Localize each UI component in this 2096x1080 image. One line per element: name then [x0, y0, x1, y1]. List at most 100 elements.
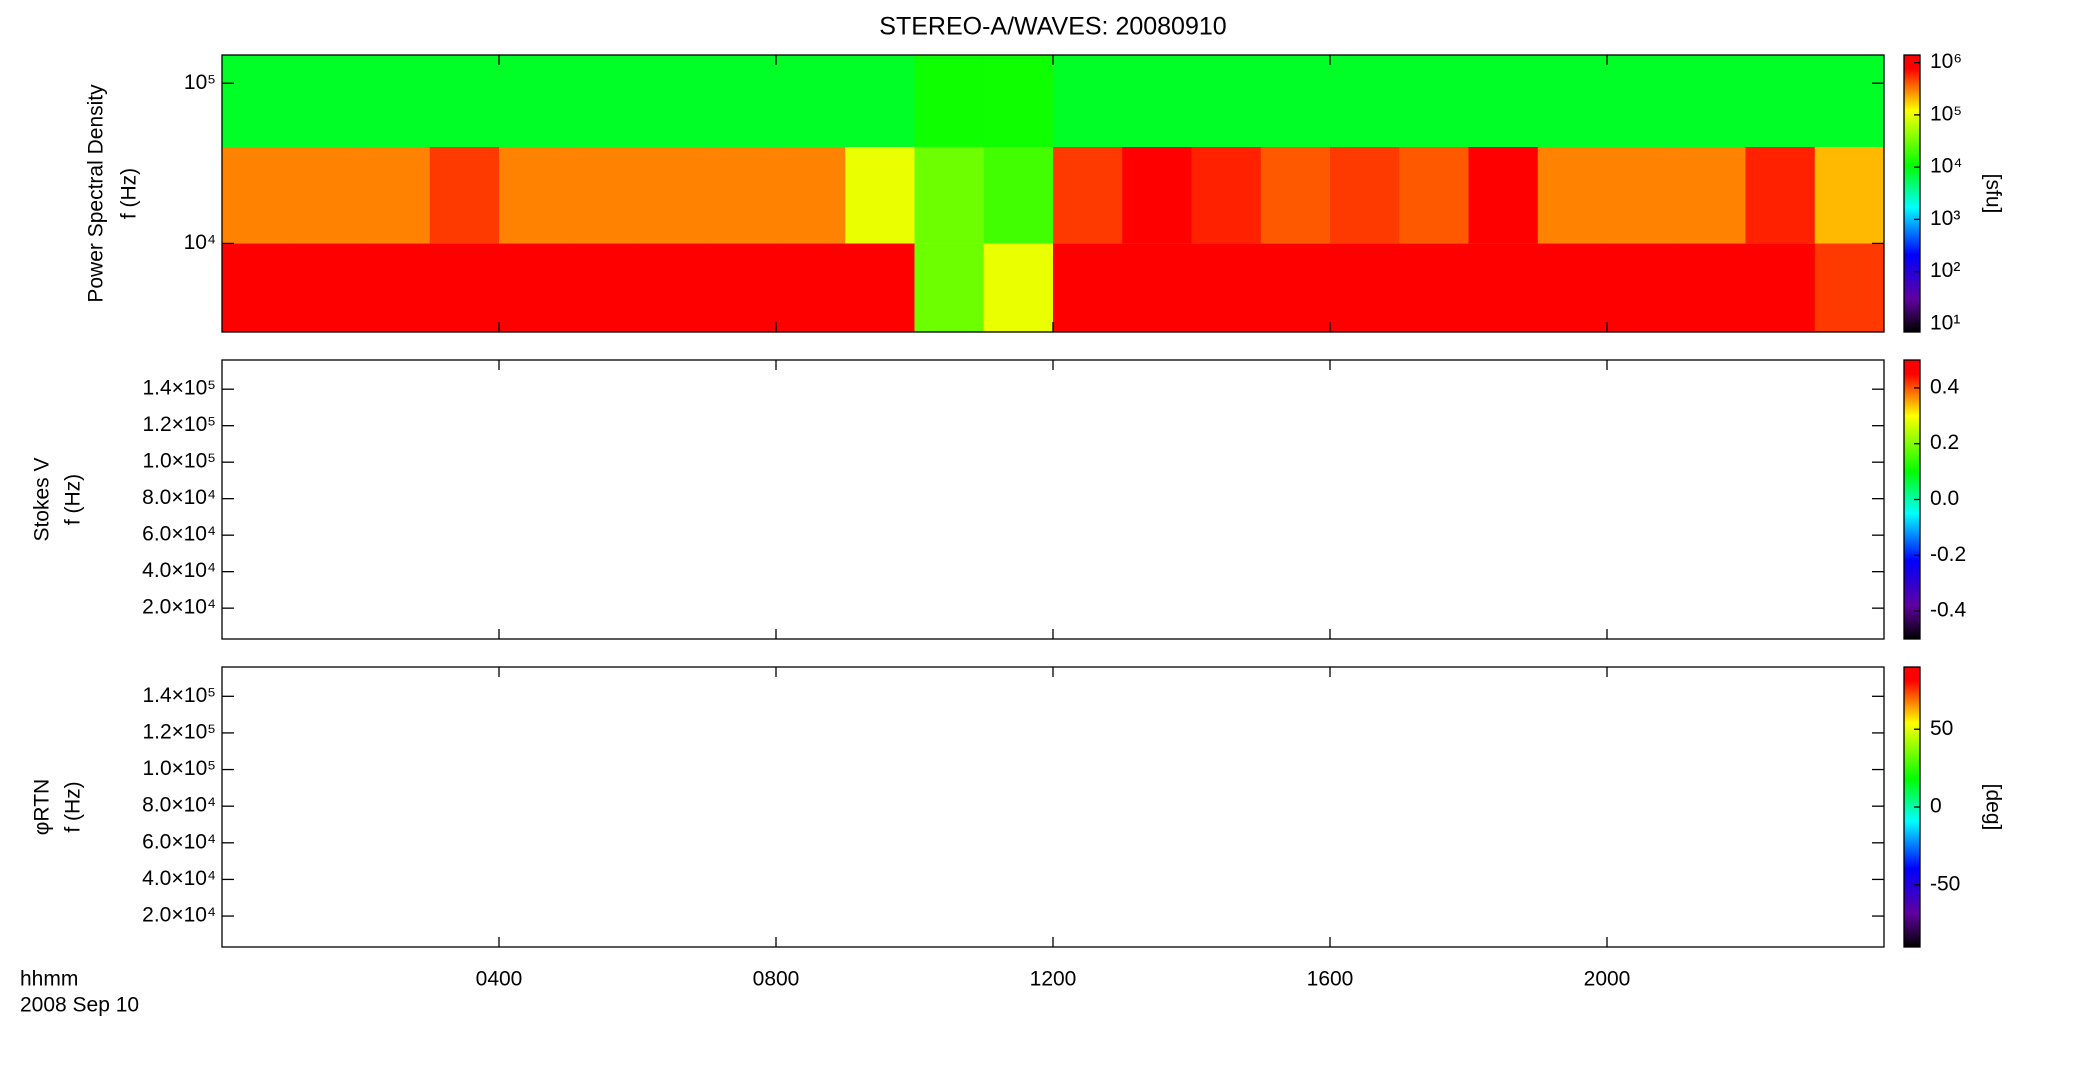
- heatmap-cell: [429, 55, 500, 147]
- heatmap-cell: [1399, 55, 1469, 147]
- heatmap-cell: [1468, 146, 1539, 244]
- colorbar-tick-label: 10³: [1930, 207, 1960, 230]
- heatmap-cell: [291, 146, 361, 244]
- chart-title: STEREO-A/WAVES: 20080910: [879, 13, 1226, 41]
- colorbar-tick-label: 10⁴: [1930, 155, 1962, 178]
- heatmap-cell: [1537, 146, 1608, 244]
- heatmap-cell: [637, 55, 708, 147]
- heatmap-cell: [291, 55, 361, 147]
- heatmap-cell: [1399, 243, 1469, 332]
- heatmap-cell: [222, 55, 292, 147]
- heatmap-cell: [1745, 55, 1816, 147]
- colorbar-tick-label: -50: [1930, 872, 1960, 895]
- heatmap-cell: [983, 146, 1054, 244]
- heatmap-cell: [499, 55, 569, 147]
- heatmap-cell: [1676, 243, 1746, 332]
- heatmap-cell: [1260, 146, 1331, 244]
- heatmap-cell: [360, 243, 431, 332]
- x-tick-label: 0400: [476, 968, 523, 991]
- y-axis-label: f (Hz): [118, 168, 141, 219]
- y-tick-label: 2.0×10⁴: [142, 904, 216, 927]
- heatmap-cell: [1399, 146, 1469, 244]
- date-label: 2008 Sep 10: [20, 994, 139, 1017]
- heatmap-cell: [1053, 243, 1123, 332]
- heatmap-cell: [499, 146, 569, 244]
- heatmap-cell: [1607, 243, 1677, 332]
- y-tick-label: 10⁵: [184, 71, 216, 94]
- heatmap-cell: [983, 243, 1054, 332]
- y-tick-label: 1.4×10⁵: [142, 377, 216, 400]
- y-tick-label: 1.0×10⁵: [142, 450, 216, 473]
- heatmap-cell: [1122, 55, 1192, 147]
- heatmap-cell: [637, 146, 708, 244]
- x-tick-label: 1600: [1307, 968, 1354, 991]
- colorbar-tick-label: 0.0: [1930, 487, 1959, 510]
- colorbar-tick-label: 10⁶: [1930, 50, 1962, 73]
- heatmap-cell: [1122, 146, 1192, 244]
- heatmap-cell: [637, 243, 708, 332]
- heatmap-cell: [706, 55, 777, 147]
- heatmap-cell: [1330, 146, 1400, 244]
- heatmap-cell: [1676, 146, 1746, 244]
- heatmap-cell: [706, 146, 777, 244]
- heatmap-cell: [776, 146, 846, 244]
- x-tick-label: 1200: [1030, 968, 1077, 991]
- y-tick-label: 2.0×10⁴: [142, 596, 216, 619]
- y-axis-label: φRTN: [31, 779, 54, 835]
- colorbar-tick-label: 0.2: [1930, 431, 1959, 454]
- heatmap-cell: [1468, 55, 1539, 147]
- y-tick-label: 1.0×10⁵: [142, 757, 216, 780]
- colorbar-tick-label: 0: [1930, 795, 1942, 818]
- heatmap-cell: [429, 243, 500, 332]
- heatmap-cell: [1122, 243, 1192, 332]
- heatmap-cell: [1537, 55, 1608, 147]
- heatmap-cell: [1537, 243, 1608, 332]
- y-tick-label: 4.0×10⁴: [142, 559, 216, 582]
- heatmap-cell: [1676, 55, 1746, 147]
- heatmap-cell: [1260, 55, 1331, 147]
- y-axis-label: Stokes V: [31, 457, 54, 541]
- heatmap-cell: [222, 146, 292, 244]
- heatmap-cell: [568, 243, 638, 332]
- heatmap-cell: [914, 55, 985, 147]
- heatmap-cell: [845, 146, 915, 244]
- heatmap-cell: [1814, 146, 1885, 244]
- heatmap-cell: [360, 55, 431, 147]
- y-tick-label: 8.0×10⁴: [142, 794, 216, 817]
- heatmap-cell: [776, 55, 846, 147]
- heatmap-cell: [1607, 55, 1677, 147]
- heatmap-cell: [1053, 146, 1123, 244]
- heatmap-cell: [568, 55, 638, 147]
- y-tick-label: 6.0×10⁴: [142, 830, 216, 853]
- heatmap-cell: [1330, 55, 1400, 147]
- heatmap-cell: [706, 243, 777, 332]
- heatmap-cell: [1745, 243, 1816, 332]
- y-tick-label: 8.0×10⁴: [142, 486, 216, 509]
- colorbar-label: [deg]: [1981, 784, 2004, 831]
- colorbar-tick-label: 50: [1930, 717, 1953, 740]
- heatmap-cell: [983, 55, 1054, 147]
- colorbar-tick-label: 10²: [1930, 259, 1960, 282]
- heatmap-cell: [568, 146, 638, 244]
- heatmap-cell: [1745, 146, 1816, 244]
- y-axis-label: f (Hz): [62, 474, 85, 525]
- heatmap-cell: [1330, 243, 1400, 332]
- colorbar-tick-label: 10¹: [1930, 311, 1960, 334]
- y-tick-label: 1.4×10⁵: [142, 684, 216, 707]
- heatmap-cell: [429, 146, 500, 244]
- heatmap-cell: [914, 243, 985, 332]
- y-tick-label: 1.2×10⁵: [142, 720, 216, 743]
- colorbar-tick-label: 10⁵: [1930, 102, 1962, 125]
- heatmap-cell: [1468, 243, 1539, 332]
- colorbar-tick-label: -0.2: [1930, 543, 1966, 566]
- y-tick-label: 1.2×10⁵: [142, 413, 216, 436]
- heatmap-cell: [1607, 146, 1677, 244]
- heatmap-cell: [1814, 55, 1885, 147]
- time-label: hhmm: [20, 968, 78, 991]
- y-axis-label: Power Spectral Density: [85, 84, 108, 303]
- heatmap-cell: [1814, 243, 1885, 332]
- colorbar: [1903, 54, 1921, 333]
- heatmap-cell: [1053, 55, 1123, 147]
- y-tick-label: 4.0×10⁴: [142, 867, 216, 890]
